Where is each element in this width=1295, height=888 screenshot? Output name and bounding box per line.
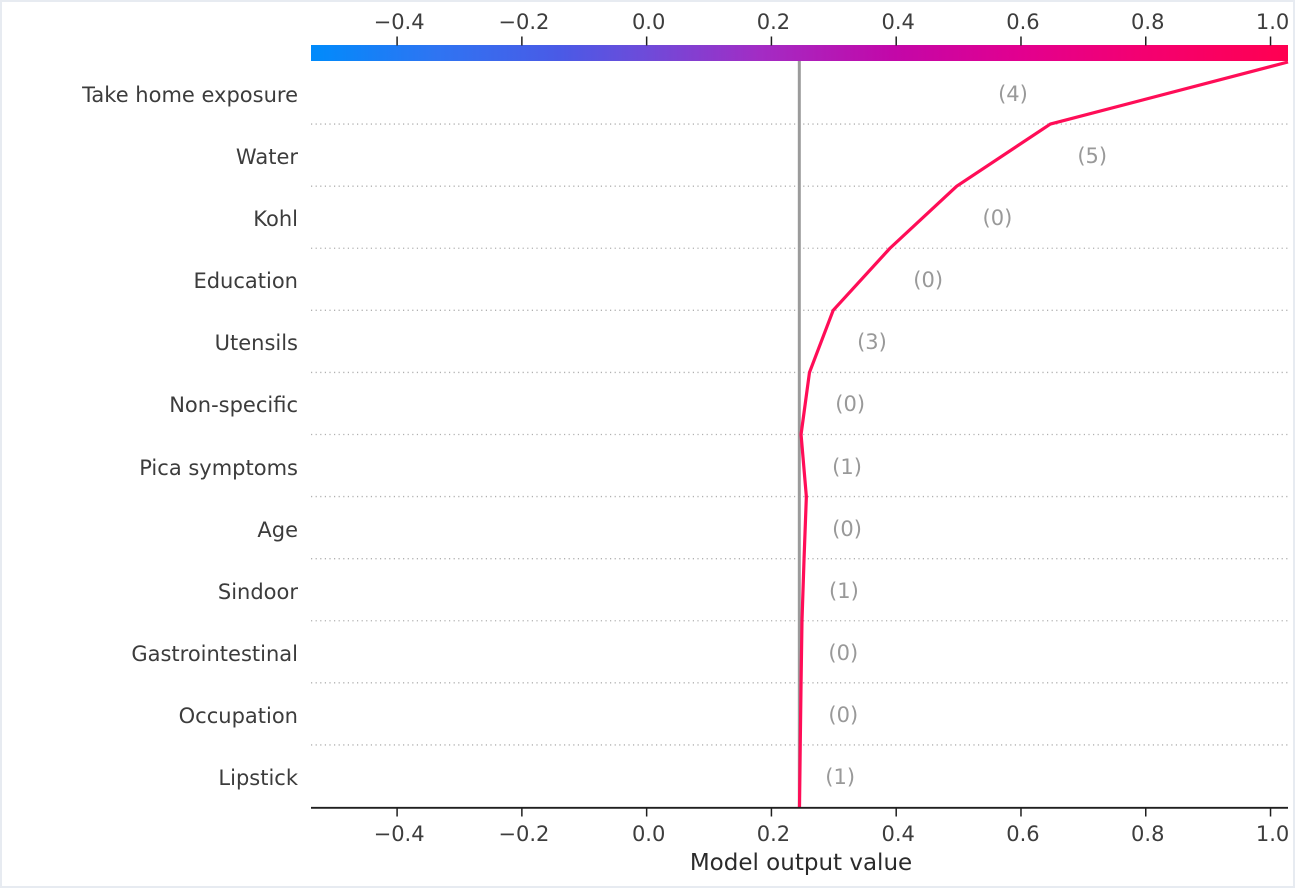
- x-axis-tick-label: 1.0: [1255, 822, 1290, 846]
- feature-label-water: Water: [235, 145, 298, 170]
- feature-label-take-home-exposure: Take home exposure: [82, 83, 298, 108]
- x-axis-tick-label: 0.8: [1131, 822, 1165, 846]
- feature-label-age: Age: [257, 517, 298, 542]
- colorbar-tick-label: −0.2: [498, 10, 550, 34]
- colorbar-tick-label: 0.4: [881, 10, 915, 34]
- colorbar-tick-label: 0.6: [1006, 10, 1040, 34]
- feature-value-annotation: (1): [825, 764, 856, 789]
- feature-label-non-specific: Non-specific: [169, 393, 298, 418]
- feature-label-lipstick: Lipstick: [218, 765, 298, 790]
- feature-label-sindoor: Sindoor: [217, 579, 298, 604]
- feature-value-annotation: (0): [828, 640, 859, 665]
- x-axis-tick-label: −0.2: [498, 822, 550, 846]
- feature-label-kohl: Kohl: [253, 207, 298, 232]
- x-axis-title: Model output value: [689, 850, 913, 876]
- feature-value-annotation: (3): [857, 330, 887, 355]
- feature-value-annotation: (0): [835, 392, 866, 417]
- x-axis-tick-label: 0.4: [881, 822, 915, 846]
- colorbar-tick-label: 0.2: [756, 10, 791, 34]
- x-axis-tick-label: −0.4: [373, 822, 425, 846]
- feature-label-occupation: Occupation: [178, 703, 298, 728]
- feature-value-annotation: (1): [832, 454, 862, 479]
- colorbar-tick-label: 1.0: [1255, 10, 1290, 34]
- feature-label-utensils: Utensils: [214, 331, 298, 356]
- colorbar-tick-label: 0.8: [1131, 10, 1165, 34]
- feature-value-annotation: (0): [913, 268, 944, 293]
- feature-value-annotation: (0): [832, 516, 862, 541]
- feature-label-education: Education: [193, 269, 298, 294]
- decision-path-line: [797, 60, 1289, 808]
- x-axis-tick-label: 0.2: [756, 822, 791, 846]
- feature-label-pica-symptoms: Pica symptoms: [139, 455, 298, 480]
- colorbar-tick-label: 0.0: [631, 10, 666, 34]
- x-axis-tick-label: 0.0: [631, 822, 666, 846]
- feature-value-annotation: (0): [828, 702, 859, 727]
- feature-value-annotation: (0): [982, 206, 1013, 231]
- feature-value-annotation: (5): [1077, 144, 1108, 169]
- x-axis-tick-label: 0.6: [1006, 822, 1040, 846]
- feature-label-gastrointestinal: Gastrointestinal: [131, 641, 298, 666]
- colorbar-tick-label: −0.4: [373, 10, 425, 34]
- feature-value-annotation: (1): [829, 578, 859, 603]
- colorbar: [311, 45, 1288, 61]
- feature-value-annotation: (4): [998, 82, 1028, 107]
